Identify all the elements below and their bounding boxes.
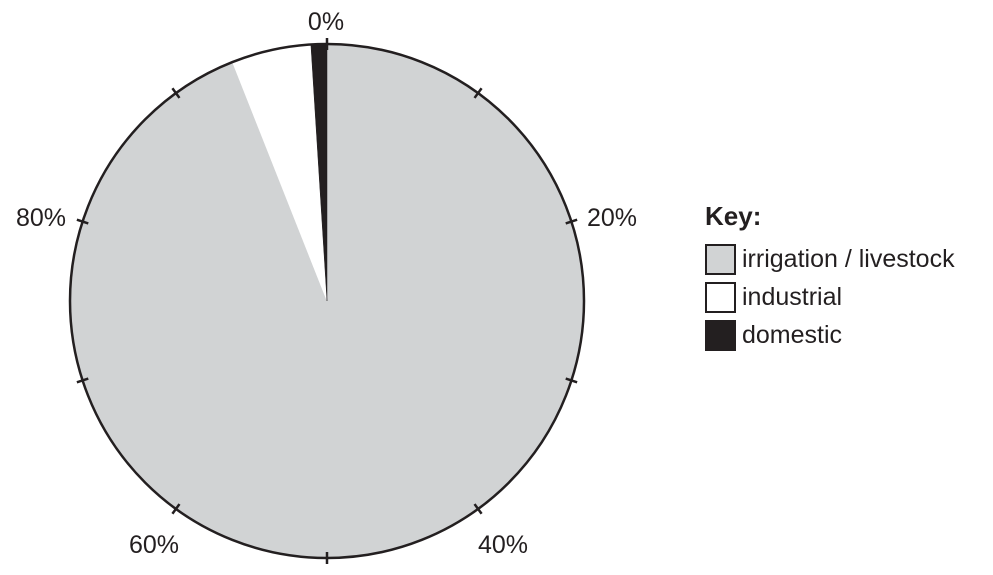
scale-tick-70 xyxy=(76,377,89,384)
scale-label-60: 60% xyxy=(129,531,179,559)
legend-label-domestic: domestic xyxy=(742,320,843,349)
scale-tick-40 xyxy=(473,503,483,515)
scale-label-20: 20% xyxy=(587,204,637,232)
scale-tick-20 xyxy=(565,218,578,225)
pie-slices xyxy=(69,43,585,559)
scale-label-80: 80% xyxy=(16,204,66,232)
legend-item-industrial: industrial xyxy=(705,278,955,316)
scale-label-40: 40% xyxy=(478,531,528,559)
legend-title: Key: xyxy=(705,201,762,231)
legend-item-irrigation-livestock: irrigation / livestock xyxy=(705,240,955,278)
scale-tick-80 xyxy=(76,218,89,225)
legend-label-irrigation-livestock: irrigation / livestock xyxy=(742,244,955,273)
scale-tick-60 xyxy=(171,503,181,515)
legend-swatch-irrigation-livestock xyxy=(705,243,736,275)
scale-label-0: 0% xyxy=(308,8,344,36)
scale-labels: 0% 20% 40% 60% 80% xyxy=(16,8,637,559)
scale-ticks xyxy=(76,38,578,564)
scale-tick-30 xyxy=(565,377,578,384)
scale-tick-10 xyxy=(473,87,483,99)
legend-swatch-domestic xyxy=(705,319,736,351)
legend-item-domestic: domestic xyxy=(705,316,955,354)
scale-tick-90 xyxy=(171,87,181,99)
legend-swatch-industrial xyxy=(705,281,736,313)
legend-label-industrial: industrial xyxy=(742,282,843,311)
legend: Key: irrigation / livestock industrial d… xyxy=(705,200,955,354)
